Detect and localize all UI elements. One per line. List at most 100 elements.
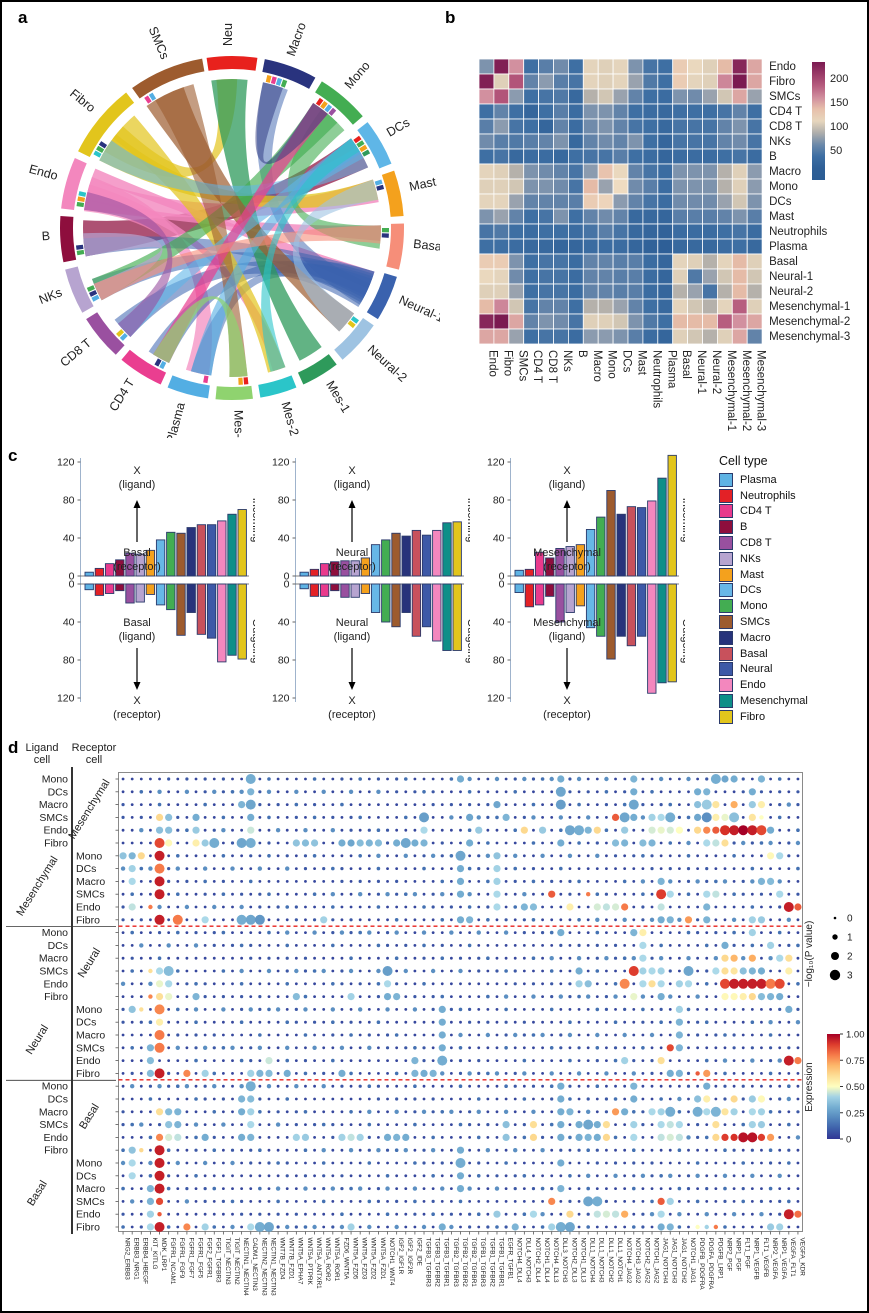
dot xyxy=(258,1148,262,1152)
dot xyxy=(541,905,544,909)
dot xyxy=(787,1020,791,1024)
dot xyxy=(604,1110,609,1114)
dot xyxy=(541,995,544,998)
dot xyxy=(358,1110,362,1114)
dot xyxy=(404,1008,408,1011)
outgoing-bar xyxy=(330,583,340,592)
dot xyxy=(313,956,316,960)
dot xyxy=(686,930,691,935)
heatmap-cell xyxy=(568,133,584,150)
heatmap-cell xyxy=(672,283,688,300)
dot xyxy=(486,1136,490,1139)
dot xyxy=(203,802,207,807)
dot xyxy=(459,905,462,909)
dot xyxy=(285,1212,289,1216)
dot xyxy=(404,943,408,947)
dot xyxy=(632,1174,636,1178)
dot xyxy=(376,892,381,896)
dot xyxy=(705,777,709,781)
dot xyxy=(495,815,499,820)
outgoing-bar xyxy=(206,583,217,639)
dot xyxy=(568,931,572,934)
dot xyxy=(623,931,627,934)
dot xyxy=(687,1020,690,1024)
y-tick-label: 120 xyxy=(57,693,75,705)
heatmap-cell xyxy=(538,103,554,120)
heatmap-cell xyxy=(493,328,510,345)
dot xyxy=(231,1020,234,1024)
dot xyxy=(701,812,712,823)
dot xyxy=(349,1097,353,1101)
dot xyxy=(139,1110,143,1114)
dot xyxy=(231,892,234,896)
dot xyxy=(247,1133,255,1141)
x-axis-label: FGFR1_FGF5 xyxy=(196,1238,203,1279)
heatmap-cell xyxy=(687,283,703,300)
dot xyxy=(760,944,763,947)
dot xyxy=(714,1084,718,1088)
dot xyxy=(212,1200,216,1203)
dot xyxy=(148,1084,153,1088)
dot xyxy=(331,995,335,998)
dot xyxy=(641,1161,645,1165)
dot xyxy=(741,790,745,794)
dot xyxy=(540,853,545,858)
dot xyxy=(349,803,353,806)
dot xyxy=(721,1108,729,1116)
dot xyxy=(185,1097,189,1101)
chord-inner-tick xyxy=(353,135,362,144)
dot xyxy=(395,777,399,781)
heatmap-cell xyxy=(508,178,525,195)
dot xyxy=(175,969,180,973)
dot xyxy=(358,879,362,883)
dot xyxy=(477,944,481,947)
dot xyxy=(730,1133,738,1141)
dot xyxy=(787,1161,791,1165)
heatmap-cell xyxy=(702,73,718,90)
dot xyxy=(675,980,683,988)
dot xyxy=(185,931,189,934)
dot xyxy=(586,1212,590,1216)
heatmap-cell xyxy=(508,133,525,150)
dot xyxy=(321,1122,326,1127)
dot xyxy=(440,1071,445,1076)
dot xyxy=(386,1225,389,1229)
dot xyxy=(203,892,207,896)
dot xyxy=(550,918,554,922)
dot xyxy=(231,1084,234,1088)
dot xyxy=(503,1109,509,1114)
x-axis-label: MDK_LRP1 xyxy=(160,1238,167,1272)
dot xyxy=(221,841,225,845)
dot xyxy=(221,944,225,947)
dot xyxy=(440,1136,444,1139)
x-axis-label: NOTCH1_DLL3 xyxy=(579,1238,586,1284)
dot xyxy=(201,1069,209,1077)
dot xyxy=(623,1200,627,1203)
dot xyxy=(248,1007,253,1012)
dot xyxy=(422,866,426,871)
dot xyxy=(313,1084,316,1088)
dot xyxy=(495,1136,499,1139)
dot xyxy=(212,867,216,870)
dot xyxy=(194,1058,198,1063)
dot xyxy=(322,854,326,858)
dot xyxy=(550,816,554,819)
dot xyxy=(313,1148,316,1152)
dot xyxy=(459,931,462,934)
dot xyxy=(285,866,290,871)
dot xyxy=(613,956,618,960)
dot xyxy=(221,1007,226,1012)
dot xyxy=(732,905,736,909)
heatmap-cell xyxy=(568,103,584,120)
dot xyxy=(513,1046,517,1050)
heatmap-row-label: Endo xyxy=(769,61,796,73)
heatmap-cell xyxy=(731,133,748,150)
dot xyxy=(304,1020,307,1024)
dot xyxy=(550,1059,554,1062)
dot xyxy=(632,1033,636,1037)
chord-ribbon xyxy=(255,82,328,164)
dot xyxy=(239,789,244,794)
dot xyxy=(677,956,681,960)
dot xyxy=(459,1212,462,1216)
heatmap-cell xyxy=(746,58,763,75)
